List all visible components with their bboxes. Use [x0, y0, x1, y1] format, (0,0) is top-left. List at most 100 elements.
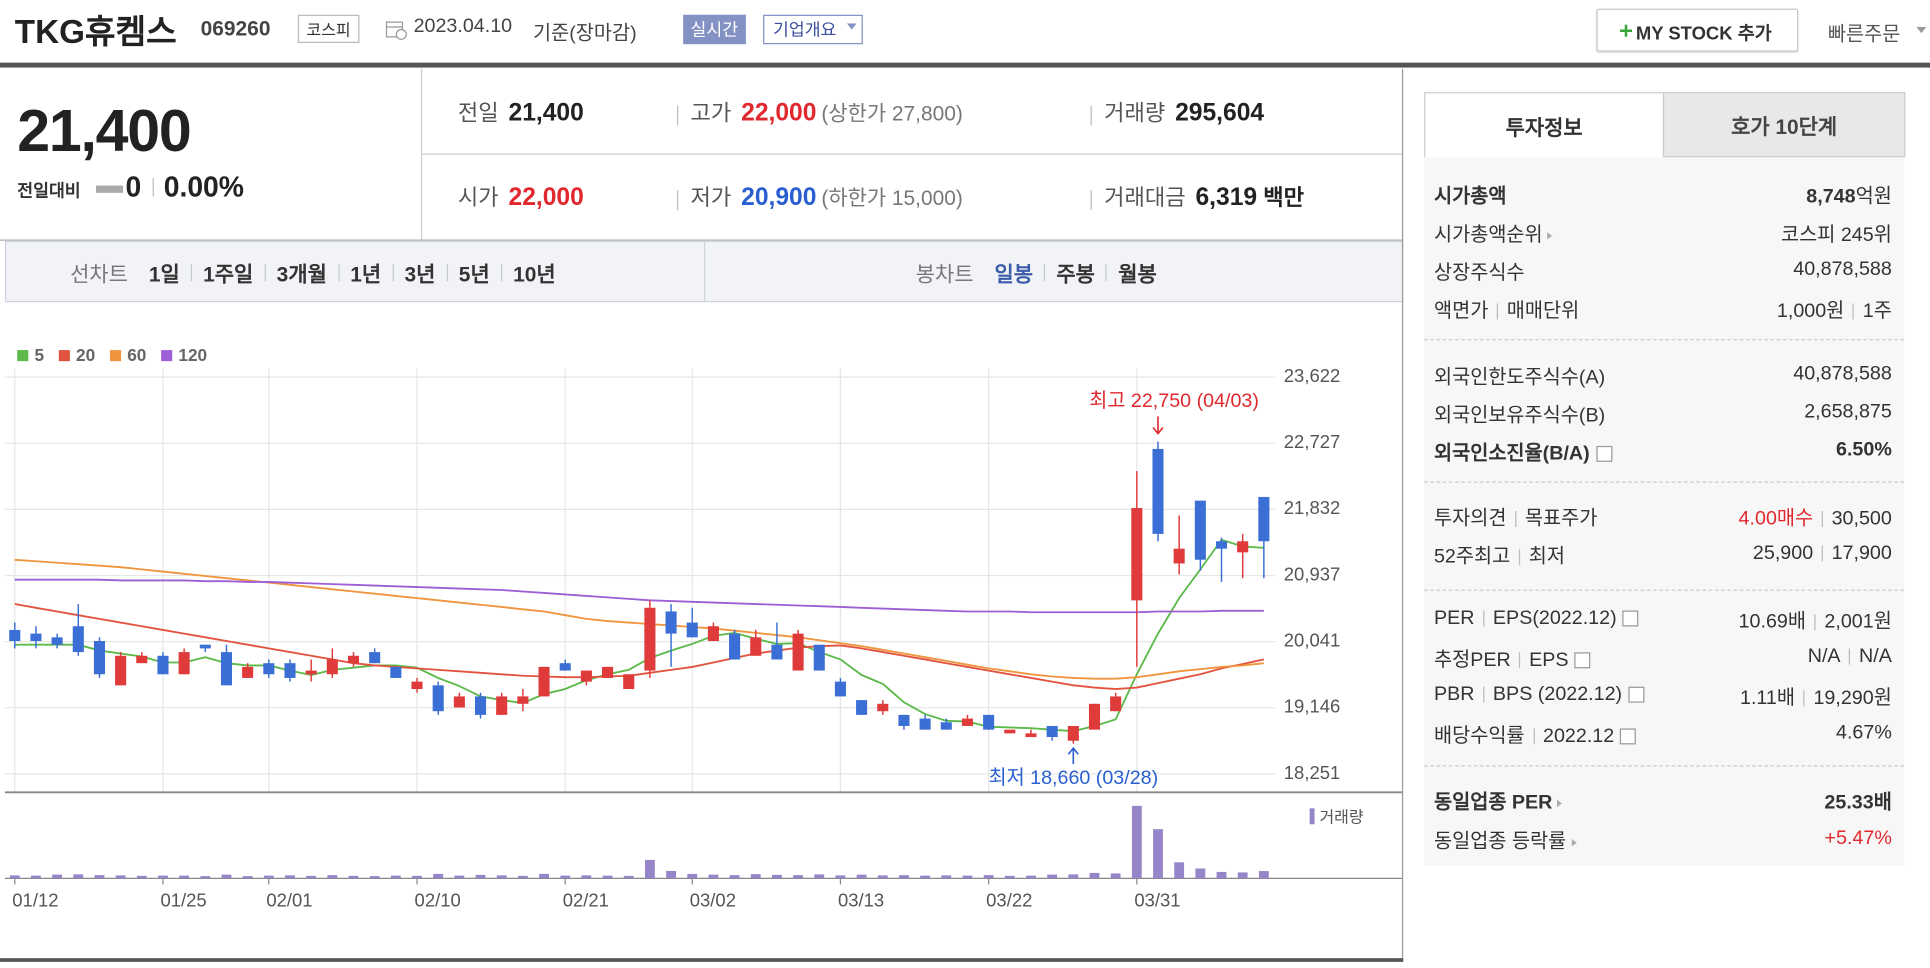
info-row: 외국인소진율(B/A) 6.50%: [1434, 432, 1892, 469]
info-label-group: 외국인소진율(B/A): [1434, 436, 1612, 465]
candle-body: [1194, 500, 1206, 560]
volume-bar: [1131, 805, 1142, 879]
info-label: 동일업종 PER: [1433, 792, 1553, 814]
info-value: N/A: [1859, 646, 1892, 668]
divider: [264, 263, 266, 281]
volume-bar: [1110, 873, 1121, 879]
candle-option[interactable]: 일봉: [994, 262, 1033, 287]
period-option[interactable]: 3년: [404, 262, 436, 287]
bottom-rule: [0, 958, 1404, 962]
legend-swatch: [58, 350, 70, 362]
separator: [1821, 511, 1823, 528]
dropdown-caret: [1916, 27, 1927, 34]
period-option[interactable]: 1주일: [203, 262, 254, 287]
x-tick-label: 02/21: [563, 890, 609, 911]
info-label: PBR: [1433, 684, 1475, 706]
candle-body: [51, 637, 63, 645]
volume-bar: [221, 874, 232, 879]
ma-line: [14, 538, 1264, 733]
period-option[interactable]: 10년: [513, 262, 556, 287]
summary-value: 6,319: [1195, 184, 1258, 212]
info-label-group: 52주최고 최저: [1434, 539, 1565, 568]
low-arrow: [1067, 746, 1079, 765]
separator: [1533, 728, 1535, 745]
separator: [1821, 545, 1823, 562]
volume-legend-swatch: [1309, 808, 1315, 825]
help-icon[interactable]: [1574, 652, 1591, 669]
summary-note: (하한가 15,000): [821, 186, 963, 211]
period-option[interactable]: 1일: [148, 262, 180, 287]
info-value: 30,500: [1831, 508, 1892, 530]
candle-body: [369, 652, 381, 664]
dropdown-caret: [846, 23, 857, 30]
legend-swatch: [17, 350, 29, 362]
volume-bar: [1258, 871, 1269, 879]
info-value-group: 1,000원 1주: [1777, 294, 1892, 323]
candle-body: [1025, 733, 1037, 738]
candle-body: [284, 663, 296, 678]
period-option[interactable]: 3개월: [276, 262, 327, 287]
summary-value: 22,000: [741, 99, 817, 127]
info-label: 매매단위: [1506, 300, 1580, 322]
info-label-group: PER EPS(2022.12): [1434, 608, 1639, 630]
market-tag: 코스피: [297, 14, 360, 43]
volume-bar: [200, 876, 211, 879]
info-label: EPS(2022.12): [1492, 608, 1617, 629]
period-option[interactable]: 5년: [458, 262, 490, 287]
candle-body: [792, 633, 804, 671]
candle-option[interactable]: 주봉: [1056, 262, 1095, 287]
info-label-group: 배당수익률 2022.12: [1434, 719, 1637, 748]
volume-bar: [899, 875, 909, 879]
info-value: +5.47%: [1824, 827, 1892, 849]
info-row: 시가총액순위 코스피 245위: [1434, 214, 1892, 251]
arrow-icon[interactable]: [1547, 231, 1553, 240]
volume-bar: [475, 874, 486, 879]
candle-body: [157, 655, 169, 675]
candle-body: [1067, 725, 1079, 741]
info-value: 코스피 245위: [1781, 224, 1892, 246]
help-icon[interactable]: [1595, 446, 1612, 463]
current-price: 21,400: [17, 99, 192, 165]
quick-order-link[interactable]: 빠른주문: [1827, 24, 1901, 46]
summary-label: 거래량: [1104, 100, 1166, 126]
tab-active[interactable]: 투자정보: [1424, 92, 1665, 158]
legend-swatch: [109, 350, 122, 362]
candle-body: [1215, 541, 1228, 549]
candle-body: [1110, 696, 1122, 712]
company-info-button[interactable]: 기업개요: [763, 14, 863, 45]
summary-value: 22,000: [508, 184, 584, 212]
candle-option[interactable]: 월봉: [1118, 262, 1157, 287]
arrow-icon[interactable]: [1557, 799, 1563, 807]
high-annotation: 최고 22,750 (04/03): [1089, 390, 1259, 412]
volume-bar: [179, 875, 190, 879]
separator: [1496, 303, 1499, 320]
volume-bar: [581, 875, 592, 879]
candle-body: [496, 696, 508, 715]
period-option[interactable]: 1년: [350, 262, 382, 287]
tab-label: 호가 10단계: [1731, 115, 1838, 139]
info-label-group: 시가총액순위: [1434, 217, 1553, 246]
arrow-icon[interactable]: [1571, 838, 1577, 847]
realtime-button[interactable]: 실시간: [683, 14, 746, 45]
tab[interactable]: 호가 10단계: [1662, 92, 1906, 158]
separator: [1515, 511, 1517, 528]
my-stock-button[interactable]: MY STOCK 추가: [1596, 8, 1799, 52]
stock-chart: 18,251 19,146 20,041 20,937 21,832 22,727 23,6…: [4, 345, 1402, 911]
help-icon[interactable]: [1628, 687, 1645, 703]
volume-bar: [983, 875, 994, 879]
info-row: 배당수익률 2022.12 4.67%: [1434, 715, 1892, 752]
candle-body: [771, 644, 783, 660]
candle-body: [919, 718, 931, 730]
summary-label: 전일: [457, 100, 499, 126]
legend-swatch: [161, 350, 173, 362]
y-tick-label: 20,937: [1284, 563, 1340, 584]
help-icon[interactable]: [1620, 728, 1637, 745]
info-value: 8,748: [1806, 186, 1856, 208]
help-icon[interactable]: [1622, 610, 1639, 627]
info-value-group: 8,748억원: [1806, 179, 1892, 208]
company-info-text: 기업개요: [772, 19, 837, 40]
volume-bar: [496, 875, 507, 879]
volume-bar: [1089, 872, 1100, 879]
info-value: 6.50%: [1835, 439, 1892, 461]
candle-body: [347, 655, 360, 664]
